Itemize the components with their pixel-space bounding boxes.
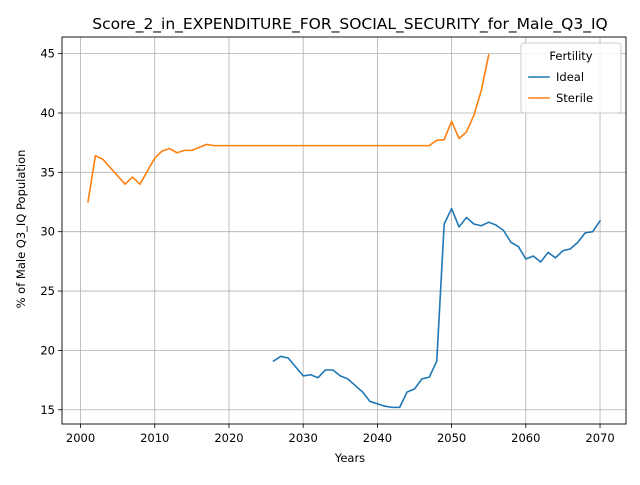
legend-label-sterile: Sterile	[556, 91, 593, 105]
x-tick-label: 2040	[363, 431, 392, 445]
y-tick-label: 45	[40, 47, 55, 61]
legend-title: Fertility	[549, 49, 592, 63]
x-tick-label: 2020	[214, 431, 243, 445]
x-axis-label: Years	[334, 451, 365, 465]
series-lines	[87, 53, 602, 409]
y-tick-label: 25	[40, 284, 55, 298]
y-axis-label: % of Male Q3_IQ Population	[14, 150, 28, 309]
x-tick-label: 2010	[140, 431, 169, 445]
x-tick-label: 2060	[511, 431, 540, 445]
y-tick-label: 30	[40, 225, 55, 239]
legend: Fertility Ideal Sterile	[520, 42, 622, 114]
x-tick-label: 2000	[66, 431, 95, 445]
axis-ticks: 2000 2010 2020 2030 2040 2050 2060 2070 15 20 25 30…	[40, 47, 614, 445]
y-tick-label: 20	[40, 343, 55, 357]
plot-frame	[61, 36, 627, 425]
series-line-sterile	[87, 53, 490, 203]
series-line-ideal	[272, 207, 602, 409]
y-tick-label: 35	[40, 165, 55, 179]
x-tick-label: 2070	[585, 431, 614, 445]
chart-title: Score_2_in_EXPENDITURE_FOR_SOCIAL_SECURI…	[92, 15, 607, 34]
legend-box	[520, 42, 622, 114]
legend-label-ideal: Ideal	[556, 70, 584, 84]
x-tick-label: 2030	[289, 431, 318, 445]
y-tick-label: 15	[40, 403, 55, 417]
x-tick-label: 2050	[437, 431, 466, 445]
y-tick-label: 40	[40, 106, 55, 120]
